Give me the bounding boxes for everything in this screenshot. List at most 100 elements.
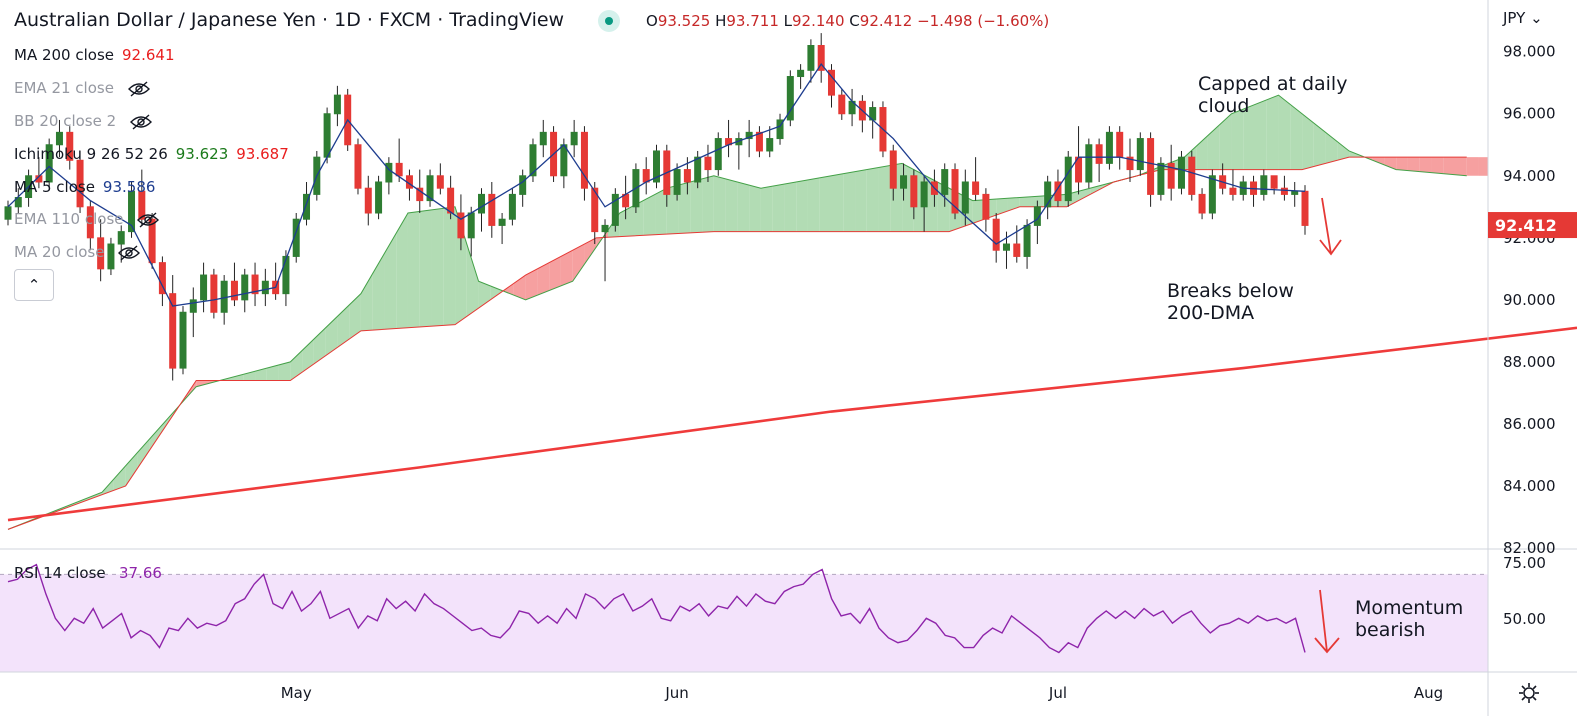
candle-body[interactable] [560,144,568,177]
rsi-pane[interactable]: RSI 14 close 37.66 [0,563,1488,673]
candle-body[interactable] [395,162,403,177]
legend-row[interactable]: MA 200 close 92.641 [14,46,175,64]
candle-body[interactable] [189,299,197,313]
candle-body[interactable] [4,206,12,220]
candle-body[interactable] [1054,181,1062,202]
candle-body[interactable] [128,190,136,233]
candle-body[interactable] [704,156,712,171]
candle-body[interactable] [76,159,84,208]
candle-body[interactable] [1105,131,1113,164]
candle-body[interactable] [364,187,372,214]
candle-body[interactable] [426,175,434,202]
candle-body[interactable] [982,193,990,220]
candle-body[interactable] [1198,193,1206,214]
candle-body[interactable] [889,150,897,189]
eye-hidden-icon[interactable] [130,113,153,130]
candle-body[interactable] [478,193,486,214]
candle-body[interactable] [838,94,846,115]
candle-body[interactable] [1291,190,1299,195]
legend-row[interactable]: EMA 21 close [14,79,150,97]
candle-body[interactable] [354,144,362,189]
candle-body[interactable] [1023,224,1031,257]
candle-body[interactable] [86,206,94,239]
candle-body[interactable] [529,144,537,177]
candle-body[interactable] [169,293,177,369]
price-pane[interactable] [4,33,1577,530]
candle-body[interactable] [900,175,908,189]
eye-hidden-icon[interactable] [137,211,160,228]
candle-body[interactable] [570,131,578,146]
candle-body[interactable] [1177,156,1185,189]
candle-body[interactable] [683,169,691,183]
candle-body[interactable] [251,274,259,295]
candle-body[interactable] [508,193,516,220]
candle-body[interactable] [580,131,588,189]
candle-body[interactable] [673,169,681,195]
candle-body[interactable] [1167,162,1175,189]
candle-body[interactable] [55,131,63,146]
candle-body[interactable] [179,311,187,369]
candle-body[interactable] [1126,156,1134,171]
candle-body[interactable] [1044,181,1052,208]
candle-body[interactable] [241,274,249,301]
candle-body[interactable] [467,212,475,239]
candle-body[interactable] [230,280,238,301]
candle-body[interactable] [1301,190,1309,226]
candle-body[interactable] [817,45,825,71]
candle-body[interactable] [385,162,393,183]
candle-body[interactable] [1157,162,1165,195]
candle-body[interactable] [303,193,311,220]
candle-body[interactable] [292,218,300,257]
candle-body[interactable] [138,190,146,220]
candle-body[interactable] [200,274,208,301]
candle-body[interactable] [1208,175,1216,214]
candle-body[interactable] [745,131,753,140]
candle-body[interactable] [797,69,805,78]
candle-body[interactable] [972,181,980,195]
candle-body[interactable] [714,138,722,171]
candle-body[interactable] [519,175,527,195]
candle-body[interactable] [488,193,496,226]
candle-body[interactable] [786,76,794,121]
candle-body[interactable] [1064,156,1072,202]
candle-body[interactable] [1229,187,1237,195]
eye-hidden-icon[interactable] [127,80,150,97]
candle-body[interactable] [333,94,341,115]
candle-body[interactable] [261,280,269,295]
candle-body[interactable] [992,218,1000,251]
candle-body[interactable] [498,218,506,226]
candle-body[interactable] [1136,138,1144,171]
candle-body[interactable] [1260,175,1268,195]
candle-body[interactable] [766,138,774,152]
legend-row[interactable]: MA 20 close [14,243,141,261]
candle-body[interactable] [601,224,609,233]
currency-selector[interactable]: JPY ⌄ [1503,9,1543,27]
candle-body[interactable] [117,231,125,245]
candle-body[interactable] [807,45,815,71]
candle-body[interactable] [158,262,166,295]
candle-body[interactable] [1085,144,1093,183]
candle-body[interactable] [1270,175,1278,189]
legend-row[interactable]: MA 5 close 93.586 [14,178,155,196]
collapse-legend-button[interactable]: ⌃ [14,269,54,301]
candle-body[interactable] [951,169,959,214]
candle-body[interactable] [447,187,455,214]
candle-body[interactable] [539,131,547,146]
candle-body[interactable] [827,69,835,96]
settings-gear-icon[interactable] [1518,682,1540,704]
legend-row[interactable]: BB 20 close 2 [14,112,153,130]
candle-body[interactable] [910,175,918,208]
legend-row[interactable]: Ichimoku 9 26 52 26 93.623 93.687 [14,145,289,163]
candle-body[interactable] [653,150,660,183]
candle-body[interactable] [107,243,115,270]
candle-body[interactable] [282,255,290,295]
candle-body[interactable] [920,181,928,208]
candle-body[interactable] [755,131,763,152]
legend-row[interactable]: EMA 110 close [14,210,160,228]
candle-body[interactable] [457,212,465,239]
candle-body[interactable] [1095,144,1103,164]
candle-body[interactable] [323,113,331,158]
candle-body[interactable] [416,187,424,202]
eye-hidden-icon[interactable] [118,244,141,261]
candle-body[interactable] [97,237,105,270]
